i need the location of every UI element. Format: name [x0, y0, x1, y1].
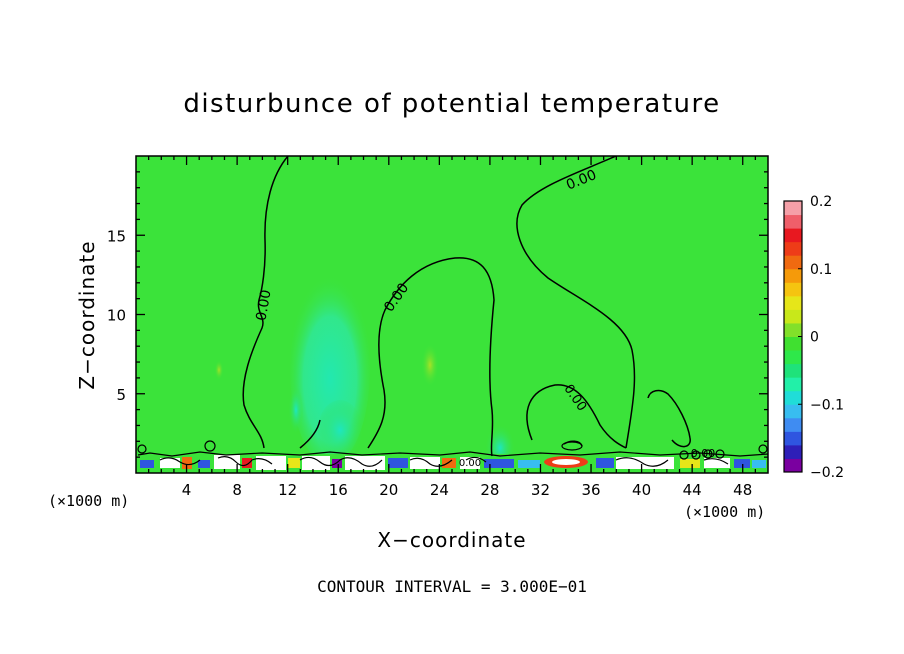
- x-unit-right: (×1000 m): [684, 503, 765, 521]
- zero-contours: [242, 156, 691, 457]
- colorbar-segment: [784, 228, 802, 243]
- y-tick-label: 5: [116, 386, 126, 404]
- colorbar-segment: [784, 431, 802, 446]
- plot-area: 0.00 0.00 0.00 0.00 0.00 0.00: [135, 155, 769, 474]
- cold-plume-core: [318, 400, 362, 460]
- contour-label: 0.00: [253, 289, 274, 322]
- cold-spot: [289, 388, 303, 432]
- colorbar: 0.2 0.1 0 −0.1 −0.2: [783, 194, 844, 481]
- x-tick-label: 4: [182, 481, 192, 499]
- field-overlays: [136, 156, 768, 473]
- x-axis-tick-labels: 4 8 12 16 20 24 28 32 36 40 44 48: [182, 481, 752, 499]
- colorbar-tick-label: 0.2: [810, 194, 832, 210]
- contour-label: 0.00: [691, 447, 716, 460]
- colorbar-segment: [784, 322, 802, 337]
- colorbar-segment: [784, 336, 802, 351]
- colorbar-segment: [784, 444, 802, 459]
- y-axis-label: Z−coordinate: [75, 240, 99, 389]
- colorbar-segment: [784, 404, 802, 419]
- plot-background: [136, 156, 768, 473]
- colorbar-segment: [784, 295, 802, 310]
- x-tick-label: 32: [531, 481, 550, 499]
- colorbar-segment: [784, 268, 802, 283]
- colorbar-segment: [784, 241, 802, 256]
- x-tick-label: 36: [581, 481, 600, 499]
- colorbar-tick-label: −0.1: [810, 397, 844, 413]
- x-tick-label: 24: [430, 481, 449, 499]
- colorbar-segment: [784, 201, 802, 216]
- colorbar-segment: [784, 309, 802, 324]
- colorbar-segment: [784, 255, 802, 270]
- colorbar-segments: [784, 201, 802, 473]
- colorbar-segment: [784, 282, 802, 297]
- x-axis-label: X−coordinate: [377, 528, 526, 552]
- y-tick-label: 15: [107, 227, 126, 245]
- colorbar-segment: [784, 363, 802, 378]
- boundary-layer-contours: [137, 440, 768, 467]
- colorbar-segment: [784, 214, 802, 229]
- y-axis-ticks: [136, 171, 768, 458]
- x-axis-ticks: [147, 156, 757, 473]
- colorbar-segment: [784, 417, 802, 432]
- colorbar-tick-label: 0.1: [810, 262, 832, 278]
- colorbar-segment: [784, 377, 802, 392]
- x-unit-left: (×1000 m): [48, 492, 129, 510]
- y-axis-tick-labels: 5 10 15: [107, 227, 126, 404]
- x-tick-label: 8: [232, 481, 242, 499]
- y-tick-label: 10: [107, 307, 126, 325]
- x-tick-label: 28: [480, 481, 499, 499]
- colorbar-tick-label: −0.2: [810, 465, 844, 481]
- colorbar-tick-label: 0: [810, 330, 819, 346]
- x-tick-label: 40: [632, 481, 651, 499]
- x-tick-label: 20: [379, 481, 398, 499]
- colorbar-labels: 0.2 0.1 0 −0.1 −0.2: [798, 194, 844, 481]
- x-tick-label: 44: [683, 481, 702, 499]
- chart-title: disturbunce of potential temperature: [183, 89, 720, 119]
- contour-interval-note: CONTOUR INTERVAL = 3.000E−01: [317, 577, 587, 596]
- warm-spot: [422, 345, 438, 385]
- contour-label: 0.00: [459, 458, 481, 469]
- x-tick-label: 16: [329, 481, 348, 499]
- x-tick-label: 12: [278, 481, 297, 499]
- x-tick-label: 48: [733, 481, 752, 499]
- colorbar-segment: [784, 390, 802, 405]
- colorbar-segment: [784, 458, 802, 473]
- warm-spot-small: [215, 361, 223, 379]
- colorbar-segment: [784, 350, 802, 365]
- boundary-layer-patches: [140, 455, 766, 470]
